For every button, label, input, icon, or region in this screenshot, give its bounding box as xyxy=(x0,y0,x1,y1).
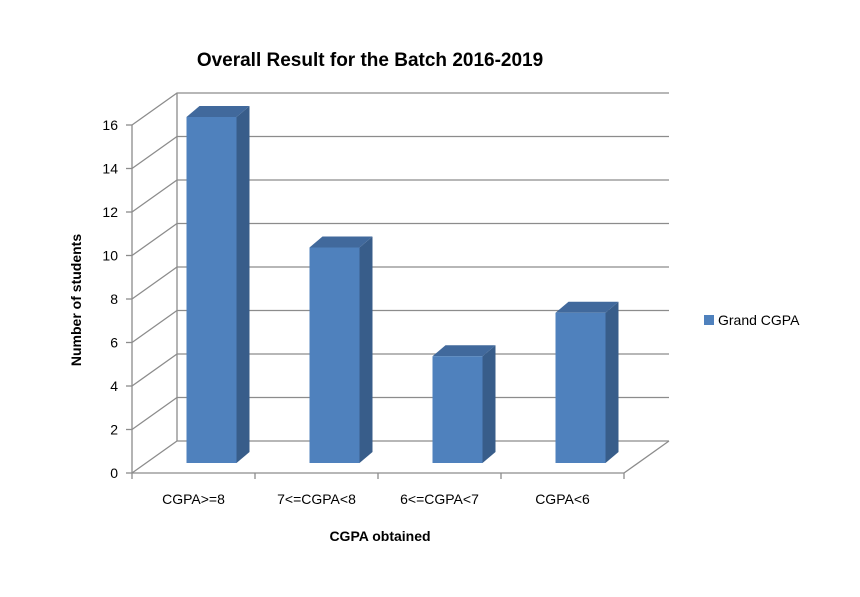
y-tick-label: 14 xyxy=(102,161,118,177)
legend-label: Grand CGPA xyxy=(718,312,800,328)
y-tick-label: 4 xyxy=(110,378,118,394)
chart-title: Overall Result for the Batch 2016-2019 xyxy=(197,50,543,71)
bar-side xyxy=(359,236,373,463)
bar xyxy=(309,236,373,463)
bar-side xyxy=(482,345,496,463)
y-tick-label: 10 xyxy=(102,248,118,264)
y-tick-label: 8 xyxy=(110,291,118,307)
y-tick-label: 16 xyxy=(102,117,118,133)
y-tick-label: 0 xyxy=(110,465,118,481)
bar-side xyxy=(236,106,250,463)
bar-top xyxy=(432,345,496,357)
axes xyxy=(126,93,670,479)
x-tick-label: CGPA<6 xyxy=(535,491,590,507)
bar-front xyxy=(432,356,483,463)
bar-front xyxy=(309,247,360,463)
bar xyxy=(555,301,619,463)
legend: Grand CGPA xyxy=(704,312,800,328)
bar-top xyxy=(186,106,250,117)
bars xyxy=(186,106,619,463)
legend-swatch xyxy=(704,315,714,325)
bar-top xyxy=(555,301,619,313)
y-tick-label: 12 xyxy=(102,204,118,220)
y-tick-label: 6 xyxy=(110,335,118,351)
x-tick-label: 7<=CGPA<8 xyxy=(277,491,356,507)
x-tick-label: CGPA>=8 xyxy=(162,491,225,507)
bar-top xyxy=(309,236,373,248)
x-tick-labels: CGPA>=8 7<=CGPA<8 6<=CGPA<7 CGPA<6 xyxy=(162,491,590,507)
x-tick-label: 6<=CGPA<7 xyxy=(400,491,479,507)
floor-edge xyxy=(623,440,670,474)
y-axis-title: Number of students xyxy=(68,234,84,366)
bar xyxy=(186,106,250,463)
y-tick-labels: 0 2 4 6 8 10 12 14 16 xyxy=(102,117,118,481)
x-axis-title: CGPA obtained xyxy=(329,528,430,544)
bar xyxy=(432,345,496,463)
y-tick-label: 2 xyxy=(110,422,118,438)
bar-front xyxy=(555,312,606,463)
bar-side xyxy=(605,301,619,463)
bar-front xyxy=(186,117,237,463)
